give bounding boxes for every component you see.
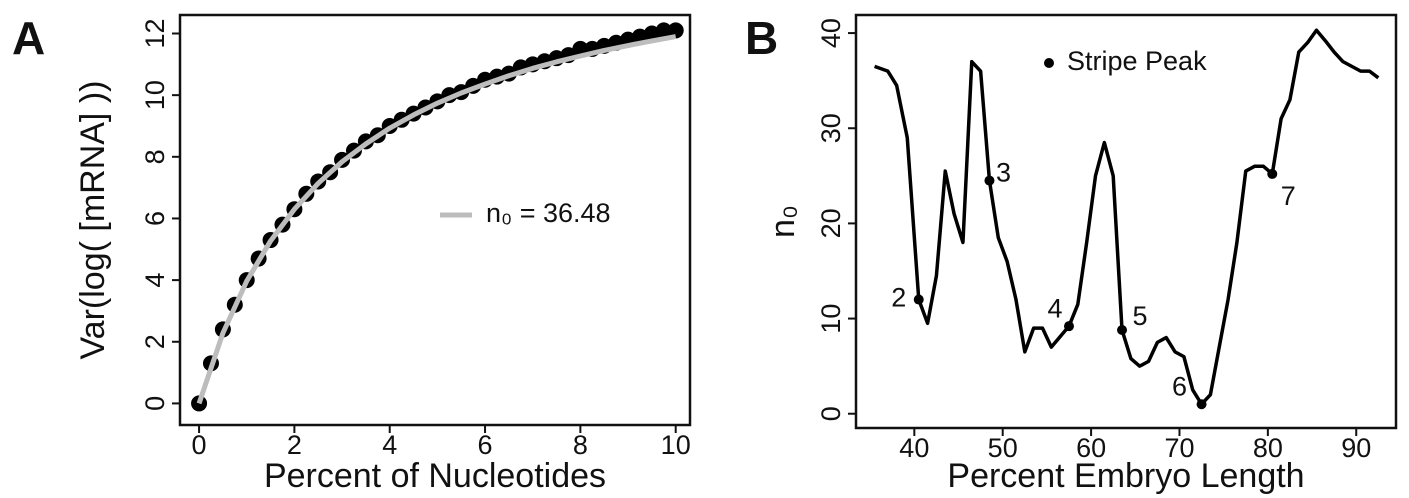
y-tick-label: 2: [140, 334, 170, 349]
series-line: [873, 28, 1380, 406]
point-label: 3: [996, 158, 1011, 188]
y-tick-label: 8: [140, 149, 170, 164]
data-point: [655, 22, 672, 39]
point-label: 5: [1133, 301, 1148, 331]
x-tick-label: 8: [573, 430, 588, 460]
x-tick-label: 70: [1164, 433, 1194, 463]
y-axis-label: Var(log( [mRNA] )): [74, 81, 112, 360]
x-tick-label: 90: [1341, 433, 1371, 463]
point-label: 7: [1281, 181, 1296, 211]
data-point: [667, 22, 684, 39]
legend-label: n₀ = 36.48: [486, 198, 611, 228]
y-tick-label: 6: [140, 211, 170, 226]
legend-label: Stripe Peak: [1067, 46, 1207, 76]
y-tick-label: 0: [816, 406, 846, 421]
data-point: [1196, 399, 1207, 410]
x-tick-label: 6: [478, 430, 493, 460]
x-axis-label: Percent Embryo Length: [947, 457, 1304, 495]
data-point: [1063, 321, 1074, 332]
x-tick-label: 80: [1253, 433, 1283, 463]
y-tick-label: 30: [816, 113, 846, 143]
panel-label: B: [745, 12, 778, 64]
x-axis-label: Percent of Nucleotides: [264, 457, 606, 495]
x-tick-label: 2: [287, 430, 302, 460]
x-tick-label: 50: [988, 433, 1018, 463]
panel-label: A: [12, 12, 45, 64]
y-tick-label: 10: [816, 304, 846, 334]
legend-swatch: [1044, 58, 1054, 68]
x-tick-label: 0: [192, 430, 207, 460]
y-tick-label: 10: [140, 80, 170, 110]
x-tick-label: 10: [661, 430, 691, 460]
series-line: [196, 34, 677, 405]
point-label: 6: [1172, 371, 1187, 401]
y-tick-label: 12: [140, 18, 170, 48]
plot-frame: [854, 13, 1398, 430]
x-tick-label: 40: [899, 433, 929, 463]
y-tick-label: 4: [140, 273, 170, 288]
x-tick-label: 60: [1076, 433, 1106, 463]
data-point: [1267, 168, 1278, 179]
y-tick-label: 40: [816, 18, 846, 48]
data-point: [1117, 324, 1128, 335]
x-tick-label: 4: [382, 430, 397, 460]
y-axis-label: n₀: [764, 205, 802, 238]
plot-frame: [178, 13, 692, 427]
y-tick-label: 0: [140, 396, 170, 411]
point-label: 2: [891, 283, 906, 313]
data-point: [984, 175, 995, 186]
y-tick-label: 20: [816, 208, 846, 238]
point-label: 4: [1047, 293, 1062, 323]
data-point: [913, 294, 924, 305]
